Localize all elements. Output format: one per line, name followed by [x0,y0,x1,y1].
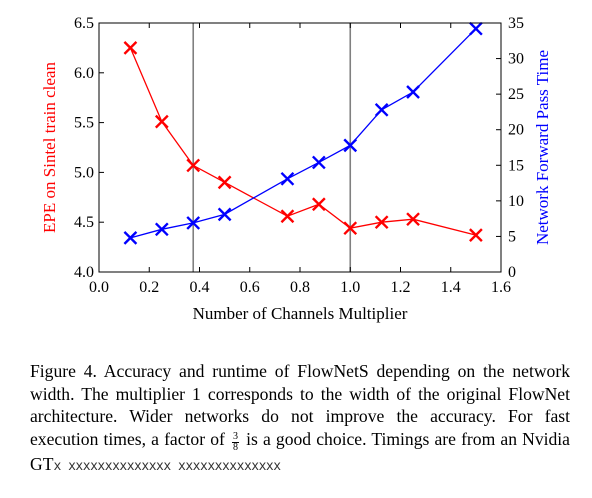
left-tick-label: 6.5 [74,15,94,32]
x-tick-label: 0.0 [89,279,109,296]
epe-point [469,228,483,242]
runtime-line [130,28,477,239]
epe-point [311,197,326,212]
right-tick-label: 30 [508,51,524,68]
marker-stroke [186,158,201,173]
plot-frame [98,22,502,273]
epe-point [217,175,232,190]
x-tick-label: 1.2 [391,279,411,296]
right-tick-label: 20 [508,122,524,139]
caption-cutoff-text: x xxxxxxxxxxxxxx xxxxxxxxxxxxxx [53,458,281,474]
runtime-point [217,207,232,222]
epe-point [374,215,389,230]
runtime-point [343,138,358,153]
x-tick-label: 0.8 [290,279,310,296]
fraction-denominator: 8 [233,441,238,453]
marker-stroke [343,138,358,153]
marker-stroke [469,228,483,242]
marker-stroke [217,207,232,222]
marker-stroke [374,215,389,230]
x-tick-label: 1.6 [491,279,511,296]
x-axis-label: Number of Channels Multiplier [193,304,408,323]
caption-text: Figure 4. Accuracy and runtime of FlowNe… [30,361,570,449]
right-tick-label: 0 [508,264,516,281]
runtime-point [374,102,389,117]
left-axis-label: EPE on Sintel train clean [40,62,59,233]
marker-stroke [343,221,358,236]
epe-point [186,158,201,173]
epe-point [154,114,169,129]
runtime-point [186,216,201,230]
reference-lines [192,23,352,272]
right-tick-label: 35 [508,15,524,32]
marker-stroke [374,102,389,117]
x-tick-label: 0.2 [139,279,159,296]
x-tick-label: 0.6 [240,279,260,296]
right-tick-label: 15 [508,157,524,174]
marker-stroke [311,155,326,170]
fraction-numerator: 3 [232,430,239,443]
left-tick-label: 5.0 [74,164,94,181]
marker-stroke [406,212,420,227]
right-tick-label: 25 [508,86,524,103]
x-axis-ticks: 0.0 0.2 0.4 0.6 0.8 1.0 1.2 1.4 1.6 [89,23,511,296]
marker-stroke [217,175,232,190]
marker-stroke [469,21,483,36]
chart: 0.0 0.2 0.4 0.6 0.8 1.0 1.2 1.4 1.6 4.0 4.5 5.0 5.5… [40,15,552,323]
right-tick-label: 5 [508,228,516,245]
epe-point [406,212,420,227]
marker-stroke [123,41,138,55]
runtime-point [406,85,420,99]
runtime-series [123,21,483,245]
marker-stroke [280,171,295,186]
right-axis-label: Network Forward Pass Time [533,50,552,245]
runtime-point [311,155,326,170]
epe-point [123,41,138,55]
epe-series [123,41,483,242]
marker-stroke [123,231,138,245]
left-axis-ticks: 4.0 4.5 5.0 5.5 6.0 6.5 [74,15,104,281]
figure-caption: Figure 4. Accuracy and runtime of FlowNe… [30,360,570,486]
runtime-point [280,171,295,186]
runtime-point [469,21,483,36]
epe-point [280,209,295,224]
marker-stroke [154,222,169,237]
epe-line [129,47,477,236]
x-tick-label: 1.4 [441,279,461,296]
marker-stroke [311,197,326,212]
epe-point [343,221,358,236]
marker-stroke [280,209,295,224]
left-tick-label: 4.5 [74,214,94,231]
x-tick-label: 1.0 [340,279,360,296]
marker-stroke [154,114,169,129]
left-tick-label: 6.0 [74,65,94,82]
marker-stroke [406,85,420,99]
left-tick-label: 5.5 [74,115,94,132]
marker-stroke [186,216,201,230]
left-tick-label: 4.0 [74,264,94,281]
caption-last-line: Timings are from an Nvidia GT [30,428,570,474]
right-tick-label: 10 [508,193,524,210]
runtime-point [154,222,169,237]
runtime-point [123,231,138,245]
caption-text-tail: is a good choice. [246,428,367,449]
x-tick-label: 0.4 [190,279,210,296]
right-axis-ticks: 0 5 10 15 20 25 30 35 [496,15,524,281]
